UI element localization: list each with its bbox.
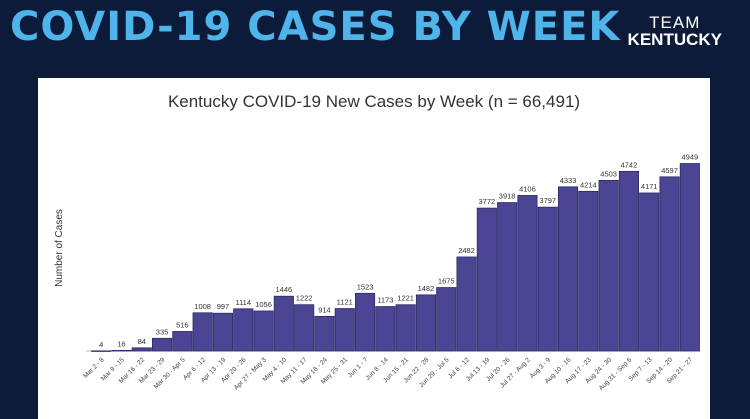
value-label-11: 1222 [296,294,313,303]
bar-22 [517,195,538,352]
value-label-14: 1523 [357,282,374,291]
bar-11 [294,304,315,352]
bar-chart: Kentucky COVID-19 New Cases by Week (n =… [54,92,700,392]
bar-19 [456,256,477,352]
bar-7 [212,312,234,352]
bar-23 [537,206,558,352]
bar-5 [172,331,193,352]
value-label-23: 3797 [539,196,556,205]
value-label-29: 4597 [661,166,678,175]
bar-16 [395,304,416,352]
slide-title: COVID-19 CASES BY WEEK [10,4,621,50]
bar-6 [192,312,213,352]
chart-title: Kentucky COVID-19 New Cases by Week (n =… [168,92,580,111]
value-label-3: 84 [138,337,146,346]
bar-30 [679,163,700,352]
bar-2 [111,349,132,352]
bar-28 [639,192,660,352]
team-kentucky-logo: TEAM KENTUCKY [628,14,722,48]
bar-14 [354,292,376,352]
value-label-10: 1446 [276,285,293,294]
value-label-26: 4503 [600,169,617,178]
bar-20 [476,207,497,352]
bar-4 [152,337,173,352]
bar-21 [497,202,518,352]
bar-25 [578,190,599,352]
value-label-19: 2482 [458,246,475,255]
value-label-8: 1114 [235,298,251,307]
value-label-15: 1173 [377,296,393,305]
value-label-9: 1056 [255,300,272,309]
logo-line-kentucky: KENTUCKY [627,30,722,49]
value-label-21: 3918 [499,192,516,201]
value-label-25: 4214 [580,180,597,189]
value-label-28: 4171 [641,182,658,191]
bar-18 [436,287,457,352]
bar-8 [233,308,254,352]
value-label-20: 3772 [479,197,496,206]
bar-17 [415,294,436,352]
bar-13 [334,308,355,352]
value-label-5: 516 [176,320,189,329]
value-label-22: 4106 [519,184,536,193]
value-label-16: 1221 [397,294,414,303]
bar-26 [598,180,619,352]
value-label-13: 1121 [337,298,353,307]
value-label-4: 335 [156,327,169,336]
bars-group [91,163,700,352]
y-axis-label: Number of Cases [54,209,65,287]
value-label-7: 997 [217,302,230,311]
bar-3 [131,347,152,352]
chart-panel: Kentucky COVID-19 New Cases by Week (n =… [38,78,710,419]
value-label-12: 914 [318,305,331,314]
value-label-24: 4333 [560,176,577,185]
logo-line-team: TEAM [649,13,701,32]
value-label-17: 1482 [418,284,435,293]
value-label-27: 4742 [621,160,638,169]
bar-15 [375,306,396,352]
bar-10 [273,295,294,352]
bar-29 [659,176,680,352]
bar-1 [91,350,112,352]
bar-27 [618,170,639,352]
value-label-2: 16 [117,339,125,348]
value-label-1: 4 [99,340,103,349]
bar-12 [314,315,335,352]
value-label-30: 4949 [682,153,699,162]
value-label-18: 1675 [438,277,455,286]
bar-9 [253,310,274,352]
value-label-6: 1008 [194,302,211,311]
bar-24 [558,186,579,352]
